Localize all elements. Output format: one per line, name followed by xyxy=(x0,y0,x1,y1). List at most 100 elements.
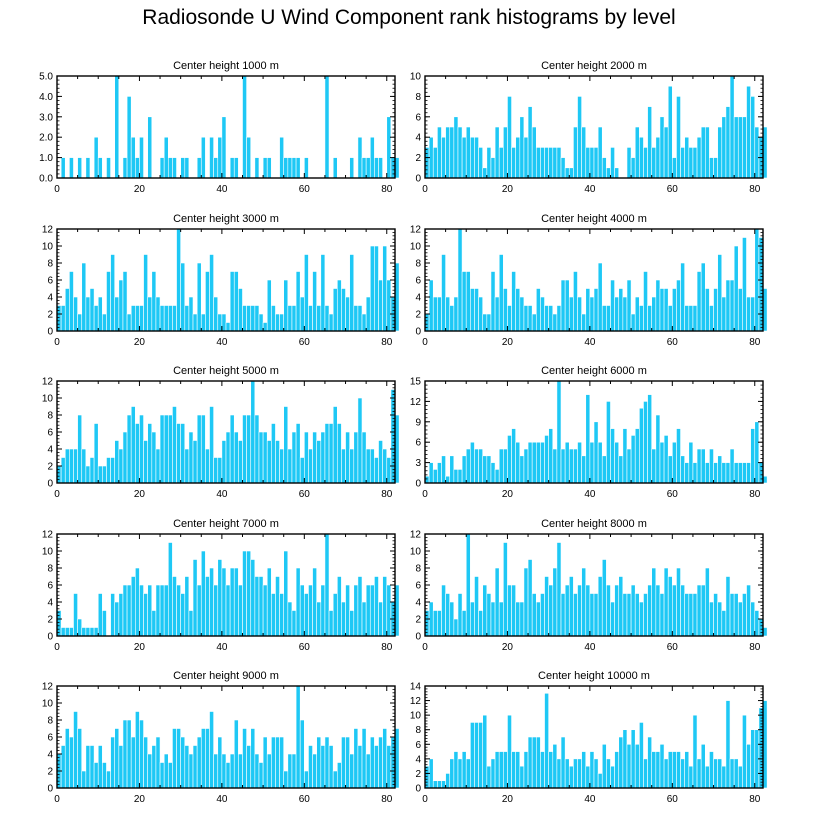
histogram-bar xyxy=(643,271,648,332)
histogram-bar xyxy=(593,593,599,637)
histogram-bar xyxy=(369,245,375,332)
histogram-bar xyxy=(647,305,653,332)
y-tick-label: 10 xyxy=(42,547,54,558)
histogram-bar xyxy=(540,751,545,789)
histogram-bar xyxy=(544,305,549,332)
histogram-bar xyxy=(188,431,194,484)
histogram-bar xyxy=(527,736,533,789)
histogram-bar xyxy=(328,423,334,484)
y-tick-label: 0 xyxy=(415,784,421,795)
histogram-bar xyxy=(353,728,359,789)
histogram-bar xyxy=(704,288,710,332)
histogram-bar xyxy=(437,610,442,637)
x-tick-label: 60 xyxy=(299,184,311,195)
x-tick-label: 60 xyxy=(299,337,311,348)
histogram-bar xyxy=(717,601,723,637)
histogram-bar xyxy=(535,147,541,179)
histogram-bar xyxy=(482,714,488,789)
histogram-bar xyxy=(651,296,657,332)
histogram-bar xyxy=(494,751,500,789)
rank-histogram-panel: Center height 1000 m 0 20 40 60 80 0.0 1.0 2.0 3.… xyxy=(39,60,400,195)
histogram-bar xyxy=(601,305,607,332)
histogram-bar xyxy=(470,136,475,179)
histogram-bar xyxy=(217,457,223,484)
histogram-bar xyxy=(461,271,467,332)
histogram-bar xyxy=(254,753,260,789)
y-tick-label: 2 xyxy=(415,769,421,780)
histogram-bar xyxy=(750,96,756,179)
histogram-bar xyxy=(192,559,198,637)
histogram-bar xyxy=(386,584,392,637)
x-tick-label: 40 xyxy=(216,184,228,195)
histogram-bar xyxy=(369,584,375,637)
histogram-bar xyxy=(139,584,144,637)
histogram-bar xyxy=(515,441,521,484)
x-tick-label: 40 xyxy=(584,184,596,195)
y-tick-label: 10 xyxy=(42,699,54,710)
histogram-bar xyxy=(386,457,392,484)
y-tick-label: 0 xyxy=(415,327,421,338)
histogram-bar xyxy=(540,593,545,637)
y-tick-label: 4 xyxy=(415,598,421,609)
histogram-bar xyxy=(238,584,243,637)
panel-title: Center height 1000 m xyxy=(173,60,279,72)
histogram-bar xyxy=(511,428,516,484)
histogram-bar xyxy=(147,116,153,179)
histogram-bar xyxy=(700,126,706,179)
panel-title: Center height 3000 m xyxy=(173,213,279,225)
histogram-bar xyxy=(180,157,186,179)
histogram-bar xyxy=(750,296,756,332)
histogram-bar xyxy=(151,610,157,637)
histogram-bar xyxy=(581,126,587,179)
histogram-bar xyxy=(626,593,632,637)
y-tick-label: 0 xyxy=(47,479,53,490)
histogram-bar xyxy=(81,448,87,484)
histogram-bar xyxy=(106,770,111,789)
histogram-bar xyxy=(474,448,479,484)
histogram-bar xyxy=(573,448,578,484)
histogram-bar xyxy=(349,753,355,789)
histogram-bar xyxy=(589,296,595,332)
histogram-bar xyxy=(593,147,599,179)
histogram-bar xyxy=(713,157,718,179)
rank-histogram-panel: Center height 5000 m 0 20 40 60 80 0 2 4 6 8 10 12 xyxy=(42,365,400,500)
histogram-bar xyxy=(531,313,537,332)
histogram-bar xyxy=(126,313,132,332)
histogram-bar xyxy=(357,576,363,637)
histogram-bar xyxy=(556,758,562,789)
histogram-bar xyxy=(552,567,558,637)
histogram-bar xyxy=(478,296,484,332)
histogram-bar xyxy=(437,462,442,484)
histogram-bar xyxy=(503,751,508,789)
histogram-bar xyxy=(155,584,161,637)
histogram-bar xyxy=(445,773,451,789)
histogram-bar xyxy=(345,584,350,637)
histogram-bar xyxy=(544,692,549,789)
y-tick-label: 8 xyxy=(415,259,421,270)
histogram-bar xyxy=(225,431,231,484)
y-tick-label: 5.0 xyxy=(39,72,53,83)
histogram-bar xyxy=(432,469,438,484)
histogram-bar xyxy=(556,380,562,484)
histogram-bar xyxy=(544,435,549,484)
histogram-bar xyxy=(81,627,87,637)
histogram-bar xyxy=(122,719,128,789)
histogram-bar xyxy=(69,736,74,789)
histogram-bar xyxy=(482,455,488,484)
histogram-bar xyxy=(159,762,165,789)
y-tick-label: 12 xyxy=(42,682,54,693)
histogram-bar xyxy=(159,584,165,637)
histogram-bar xyxy=(498,751,504,789)
histogram-bar xyxy=(135,423,140,484)
histogram-bar xyxy=(470,441,475,484)
histogram-bar xyxy=(453,618,459,637)
histogram-bar xyxy=(474,288,479,332)
histogram-bar xyxy=(696,448,702,484)
histogram-bar xyxy=(93,627,99,637)
histogram-bar xyxy=(523,305,529,332)
histogram-bar xyxy=(118,448,124,484)
x-tick-label: 60 xyxy=(667,489,679,500)
histogram-bar xyxy=(93,423,99,484)
histogram-bar xyxy=(622,593,628,637)
page-title: Radiosonde U Wind Component rank histogr… xyxy=(142,6,676,29)
